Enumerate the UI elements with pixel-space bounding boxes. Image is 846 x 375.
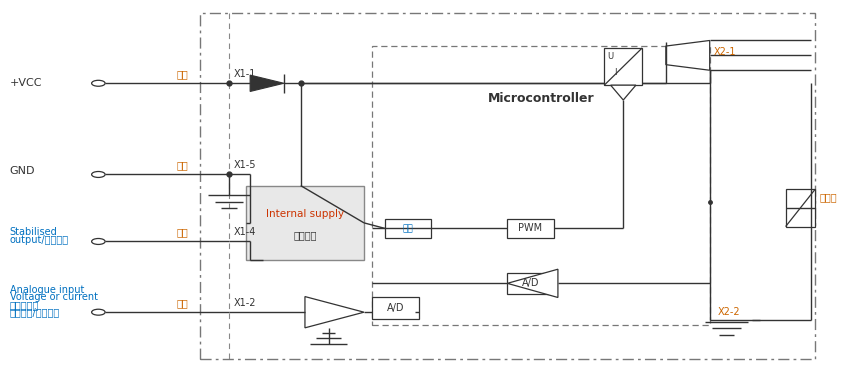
Text: X2-2: X2-2 — [718, 307, 741, 317]
Text: 内部电源: 内部电源 — [294, 231, 316, 240]
Bar — [508, 273, 553, 294]
Text: I: I — [614, 68, 617, 77]
Text: Microcontroller: Microcontroller — [488, 92, 595, 105]
Bar — [604, 48, 642, 85]
Text: 黄色: 黄色 — [177, 227, 189, 237]
Text: 灰色: 灰色 — [177, 160, 189, 170]
Text: 电压信号/电流信号: 电压信号/电流信号 — [10, 307, 60, 317]
Text: X1-2: X1-2 — [233, 298, 255, 308]
Text: 电磁铁: 电磁铁 — [819, 192, 837, 202]
Text: A/D: A/D — [522, 278, 539, 288]
Bar — [786, 189, 815, 226]
Text: 模拟量输入: 模拟量输入 — [10, 300, 39, 310]
Text: Stabilised: Stabilised — [10, 227, 58, 237]
Text: 电源: 电源 — [403, 224, 414, 233]
Text: PWM: PWM — [519, 224, 542, 234]
Text: Internal supply: Internal supply — [266, 209, 344, 219]
Bar — [372, 46, 710, 325]
Bar — [246, 186, 364, 260]
Bar — [508, 219, 553, 238]
Polygon shape — [666, 40, 710, 70]
Polygon shape — [305, 297, 364, 328]
Bar — [372, 297, 419, 318]
Text: output/稳压输出: output/稳压输出 — [10, 235, 69, 244]
Text: 棕色: 棕色 — [177, 69, 189, 79]
Text: GND: GND — [10, 166, 36, 176]
Text: A/D: A/D — [387, 303, 404, 313]
Text: +VCC: +VCC — [10, 78, 42, 88]
Polygon shape — [611, 85, 636, 100]
Bar — [385, 219, 431, 238]
Text: Analogue input: Analogue input — [10, 285, 85, 295]
Text: X1-5: X1-5 — [233, 160, 255, 170]
Text: 绿色: 绿色 — [177, 298, 189, 308]
Text: Voltage or current: Voltage or current — [10, 292, 98, 302]
Text: X1-1: X1-1 — [233, 69, 255, 79]
Text: X1-4: X1-4 — [233, 227, 255, 237]
Polygon shape — [250, 75, 284, 92]
Bar — [200, 12, 815, 359]
Text: X2-1: X2-1 — [714, 46, 736, 57]
Polygon shape — [508, 269, 558, 297]
Text: U: U — [607, 52, 614, 61]
